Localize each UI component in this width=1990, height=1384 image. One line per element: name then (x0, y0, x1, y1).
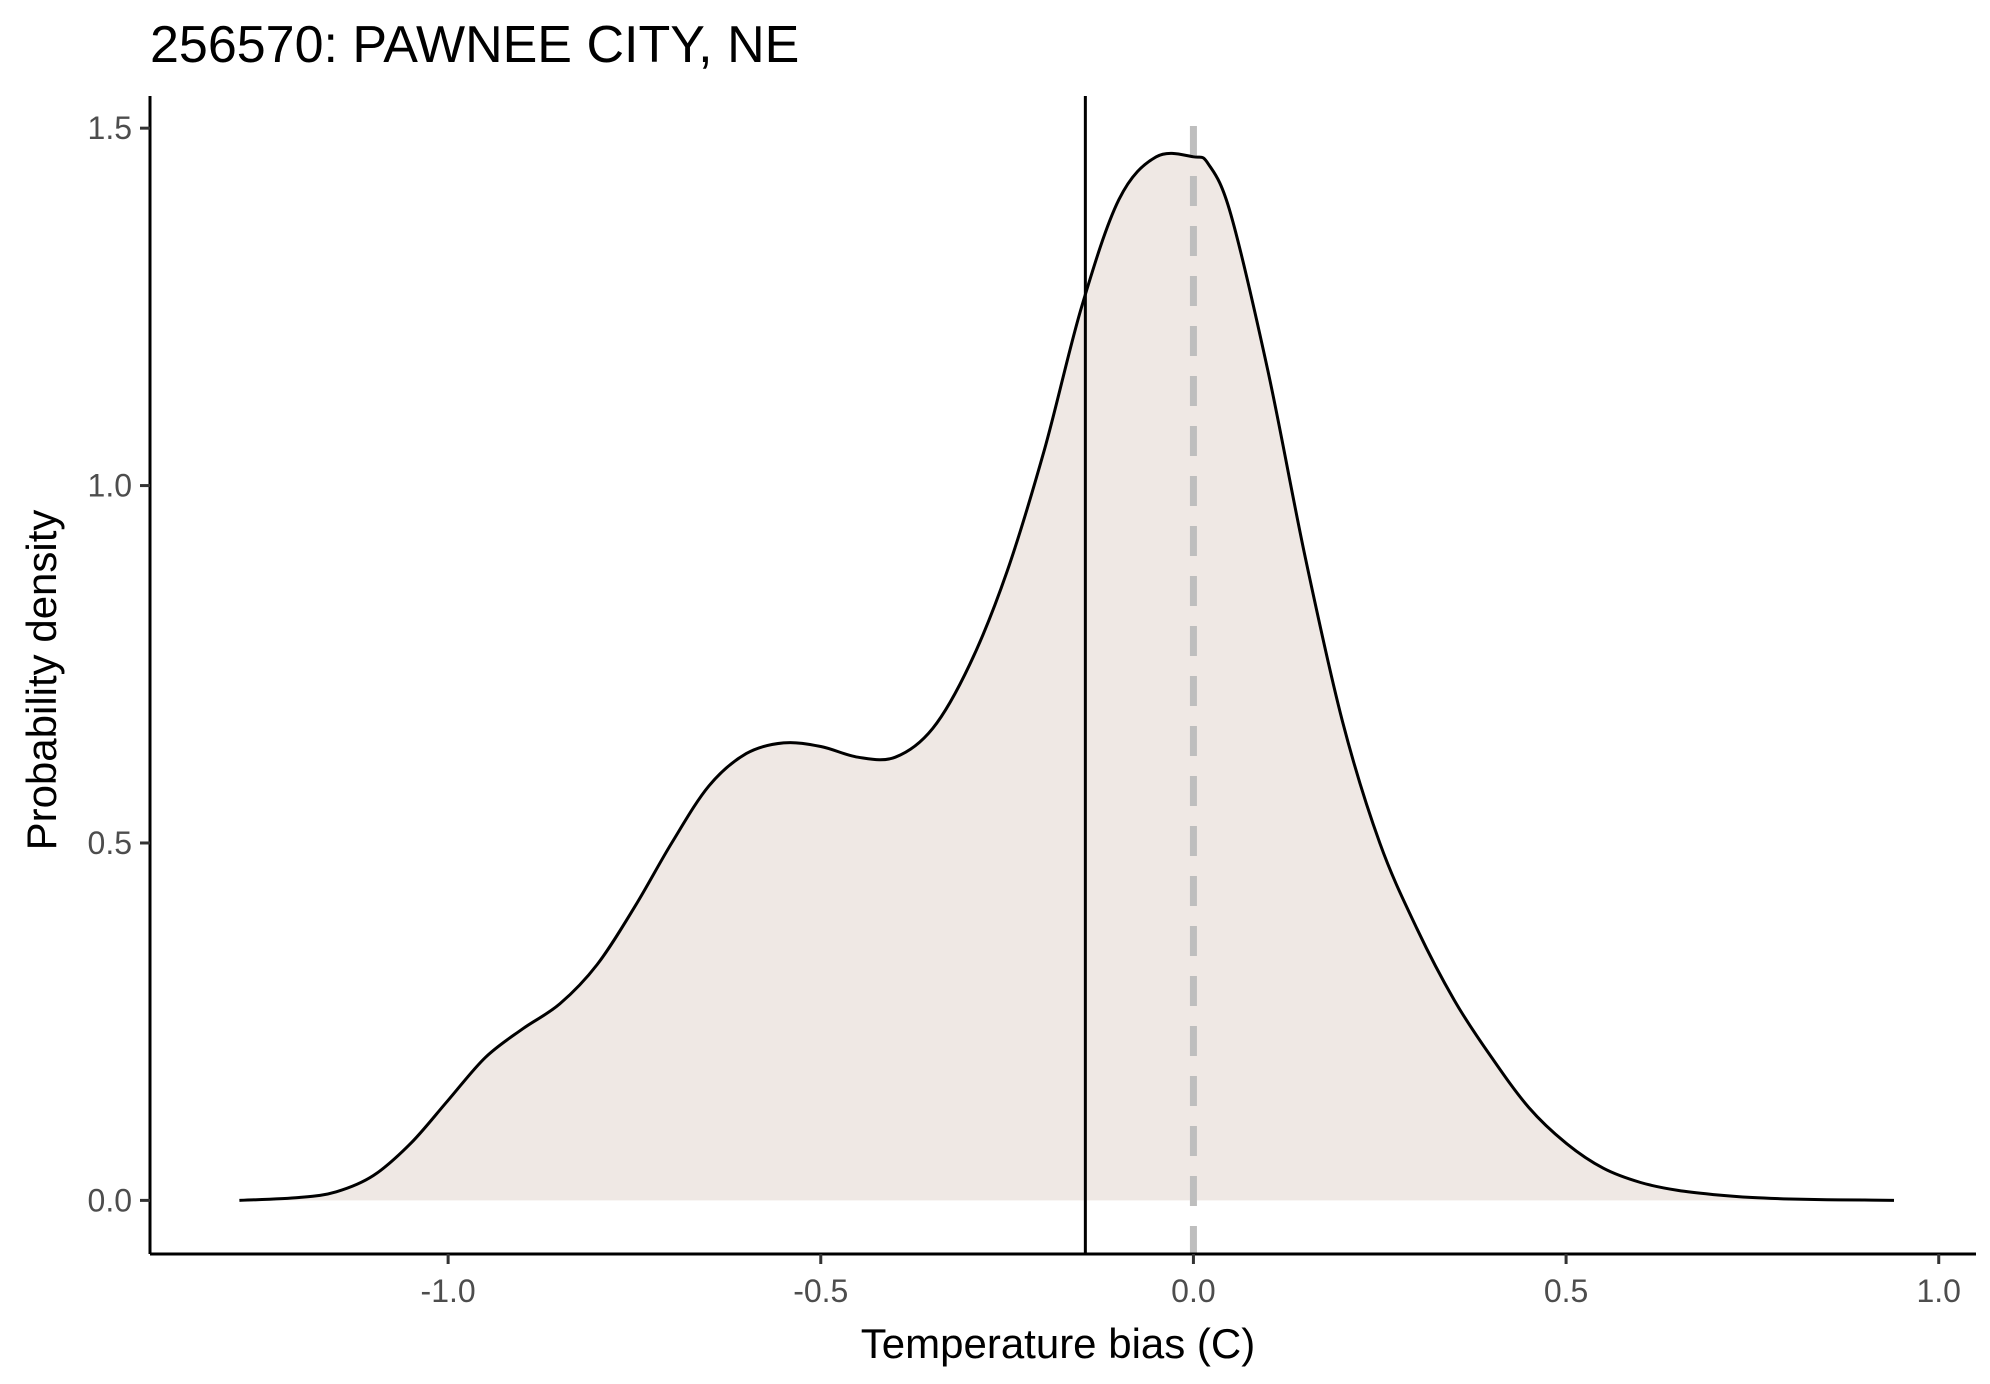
x-tick-label: -0.5 (793, 1273, 848, 1309)
y-tick-label: 0.5 (88, 825, 132, 861)
x-tick-label: 0.0 (1171, 1273, 1215, 1309)
density-fill-area (239, 153, 1894, 1201)
x-tick-label: 1.0 (1916, 1273, 1960, 1309)
y-tick-label: 1.0 (88, 468, 132, 504)
y-axis-ticks: 0.0 0.5 1.0 1.5 (88, 110, 150, 1218)
y-tick-label: 0.0 (88, 1182, 132, 1218)
x-tick-label: -1.0 (421, 1273, 476, 1309)
x-axis-ticks: -1.0 -0.5 0.0 0.5 1.0 (421, 1254, 1961, 1309)
y-axis-label: Probability density (18, 510, 65, 851)
x-axis-label: Temperature bias (C) (861, 1320, 1255, 1367)
plot-area (239, 96, 1895, 1254)
x-tick-label: 0.5 (1544, 1273, 1588, 1309)
chart-title: 256570: PAWNEE CITY, NE (150, 16, 799, 74)
density-curve (239, 151, 1895, 1202)
y-tick-label: 1.5 (88, 110, 132, 146)
